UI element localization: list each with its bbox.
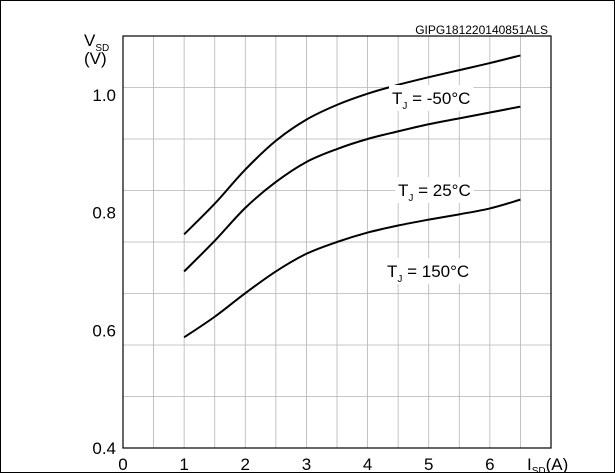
tick-labels: 0 1 2 3 4 5 6 0.4 0.6 0.8 1.0 [92, 86, 494, 473]
series-label-main: T [398, 181, 408, 200]
x-axis-label-sub: SD [532, 466, 546, 473]
y-axis-unit: (V) [84, 49, 107, 68]
y-tick-label: 0.4 [92, 439, 116, 458]
x-tick-label: 6 [485, 455, 494, 473]
y-axis-label: VSD [84, 31, 109, 54]
x-tick-label: 4 [363, 455, 372, 473]
y-tick-label: 0.8 [92, 204, 116, 223]
series-line [183, 54, 521, 236]
series-label-background [389, 85, 474, 111]
series-group [183, 54, 521, 339]
series-label: TJ = -50°C [392, 89, 470, 112]
x-tick-label: 2 [241, 455, 250, 473]
x-tick-label: 3 [302, 455, 311, 473]
y-tick-label: 0.6 [92, 321, 116, 340]
series-label-sub: J [397, 274, 402, 285]
x-tick-label: 1 [179, 455, 188, 473]
series-line [183, 105, 521, 273]
figure-code: GIPG181220140851ALS [415, 23, 548, 37]
series-label-sub: J [408, 193, 413, 204]
y-tick-label: 1.0 [92, 86, 116, 105]
y-axis-label-main: V [84, 31, 96, 50]
series-label-background [395, 177, 474, 203]
y-axis-label-sub: SD [95, 43, 109, 54]
plot-border [122, 35, 552, 449]
series-label-main: T [387, 262, 397, 281]
series-label-main: T [392, 89, 402, 108]
series-label-sub: J [402, 101, 407, 112]
x-tick-label: 5 [424, 455, 433, 473]
series-label: TJ = 150°C [387, 262, 469, 285]
x-tick-label: 0 [118, 455, 127, 473]
series-label-background [384, 258, 473, 284]
series-label-value: = 25°C [413, 181, 470, 200]
series-line [183, 198, 521, 339]
series-label-value: = -50°C [407, 89, 470, 108]
x-axis-label-main: I [527, 455, 532, 473]
series-label-value: = 150°C [402, 262, 469, 281]
x-axis-label: ISD(A) [527, 455, 568, 473]
series-label: TJ = 25°C [398, 181, 471, 204]
series-labels: TJ = -50°CTJ = 25°CTJ = 150°C [384, 85, 474, 285]
x-axis-label-unit: (A) [546, 455, 569, 473]
